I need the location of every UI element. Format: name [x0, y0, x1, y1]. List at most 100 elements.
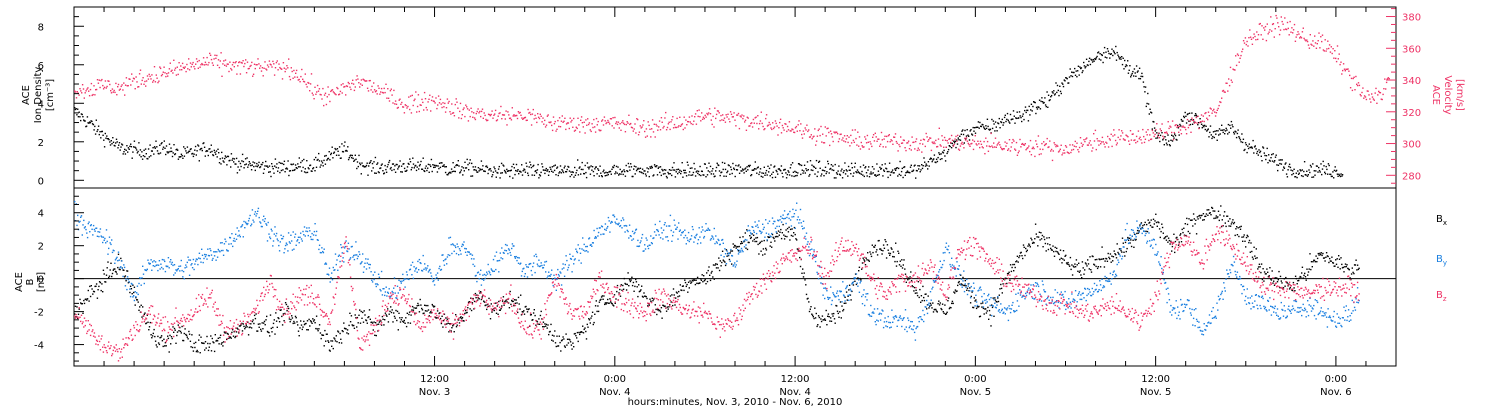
data-point — [620, 284, 622, 286]
data-point — [1324, 171, 1326, 173]
data-point — [599, 130, 601, 132]
data-point — [1188, 120, 1190, 122]
data-point — [672, 127, 675, 129]
data-point — [1134, 139, 1136, 141]
data-point — [413, 307, 415, 309]
data-point — [688, 171, 691, 173]
data-point — [842, 171, 845, 174]
data-point — [718, 257, 720, 259]
data-point — [851, 167, 853, 169]
data-point — [112, 269, 114, 271]
data-point — [700, 120, 702, 122]
data-point — [395, 309, 397, 312]
data-point — [766, 125, 769, 127]
data-point — [711, 123, 713, 126]
data-point — [1105, 141, 1107, 143]
data-point — [211, 337, 213, 340]
data-point — [791, 162, 794, 164]
data-point — [325, 340, 327, 342]
data-point — [183, 67, 185, 69]
data-point — [458, 322, 461, 324]
data-point — [1338, 255, 1340, 257]
data-point — [941, 158, 943, 160]
data-point — [866, 259, 868, 261]
data-point — [732, 162, 734, 165]
data-point — [1221, 129, 1224, 131]
data-point — [923, 296, 925, 299]
data-point — [939, 144, 941, 146]
data-point — [1111, 145, 1113, 148]
data-point — [926, 164, 928, 167]
data-point — [1022, 244, 1025, 246]
data-point — [1114, 134, 1116, 136]
data-point — [214, 151, 216, 154]
data-point — [101, 130, 103, 133]
data-point — [266, 330, 269, 333]
data-point — [941, 308, 943, 311]
data-point — [90, 82, 93, 85]
data-point — [806, 124, 808, 126]
data-point — [776, 125, 778, 127]
data-point — [544, 119, 546, 122]
data-point — [374, 91, 377, 93]
data-point — [803, 272, 805, 274]
data-point — [90, 120, 92, 122]
data-point — [89, 231, 91, 233]
data-point — [1207, 128, 1209, 130]
data-point — [282, 62, 285, 64]
data-point — [935, 158, 938, 160]
data-point — [1111, 48, 1113, 50]
data-point — [1095, 148, 1097, 151]
data-point — [225, 332, 227, 334]
data-point — [787, 231, 790, 233]
data-point — [677, 172, 679, 175]
data-point — [289, 78, 292, 81]
data-point — [632, 281, 635, 284]
data-point — [264, 61, 266, 63]
data-point — [266, 64, 269, 66]
data-point — [604, 175, 606, 177]
data-point — [1342, 266, 1344, 269]
data-point — [1186, 113, 1189, 116]
data-point — [1025, 111, 1027, 114]
data-point — [391, 163, 394, 165]
data-point — [534, 314, 536, 317]
data-point — [208, 346, 210, 348]
data-point — [568, 166, 570, 168]
data-point — [262, 161, 264, 164]
data-point — [1292, 29, 1295, 31]
data-point — [1124, 59, 1126, 62]
data-point — [1249, 36, 1252, 38]
data-point — [782, 176, 784, 178]
data-point — [1294, 176, 1296, 178]
data-point — [676, 292, 678, 294]
data-point — [1040, 100, 1042, 103]
data-point — [707, 113, 709, 116]
data-point — [1113, 51, 1115, 53]
data-point — [301, 328, 303, 331]
data-point — [656, 174, 659, 176]
data-point — [1122, 242, 1124, 244]
data-point — [153, 328, 155, 331]
data-point — [1327, 163, 1330, 165]
data-point — [1293, 287, 1295, 289]
data-point — [851, 290, 853, 293]
data-point — [315, 166, 318, 168]
data-point — [1095, 57, 1097, 59]
data-point — [360, 310, 362, 313]
data-point — [1198, 215, 1200, 217]
data-point — [919, 288, 921, 291]
data-point — [386, 97, 388, 99]
data-point — [598, 301, 601, 303]
data-point — [439, 166, 442, 169]
data-point — [153, 146, 156, 148]
data-point — [724, 264, 727, 267]
data-point — [1304, 272, 1306, 275]
data-point — [902, 139, 905, 141]
data-point — [719, 174, 721, 177]
data-point — [1007, 119, 1009, 121]
data-point — [1335, 170, 1337, 172]
data-point — [1129, 242, 1131, 244]
data-point — [302, 326, 304, 328]
data-point — [1026, 249, 1028, 251]
